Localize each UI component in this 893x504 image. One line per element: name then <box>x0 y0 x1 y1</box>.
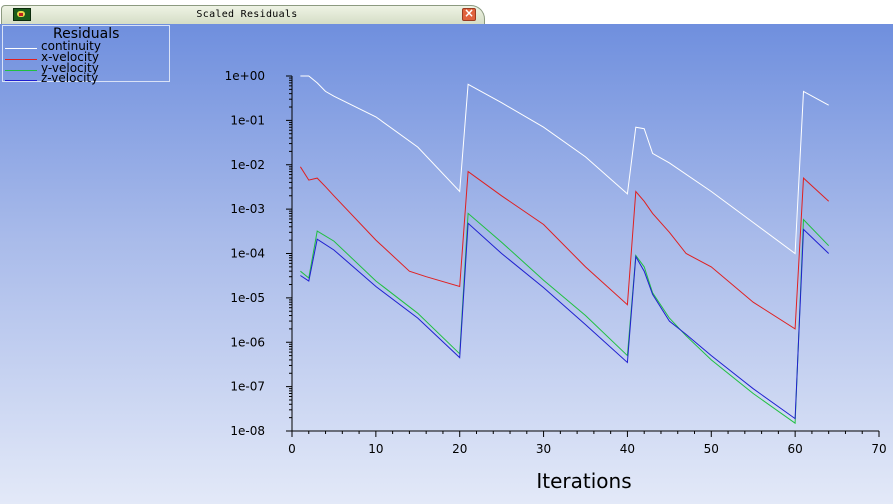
legend-label-continuity: continuity <box>41 39 101 53</box>
y-tick-label-4: 1e-04 <box>230 247 265 261</box>
x-tick-label-6: 60 <box>788 442 803 456</box>
y-tick-label-6: 1e-06 <box>230 335 265 349</box>
legend-label-x-velocity: x-velocity <box>41 50 100 64</box>
window-title-tab[interactable]: Scaled Residuals × <box>1 5 485 24</box>
y-tick-label-8: 1e-08 <box>230 424 265 438</box>
legend-item-z-velocity: z-velocity <box>5 71 165 85</box>
legend-swatch-x-velocity <box>5 59 37 60</box>
x-tick-label-1: 10 <box>368 442 383 456</box>
x-tick-label-0: 0 <box>288 442 296 456</box>
x-tick-label-2: 20 <box>452 442 467 456</box>
x-tick-label-7: 70 <box>871 442 886 456</box>
y-tick-label-5: 1e-05 <box>230 291 265 305</box>
plot-area: 1e+00 1e-01 1e-02 1e-03 1e-04 1e-05 1e-06 1e-07… <box>0 24 893 504</box>
window-title: Scaled Residuals <box>196 9 298 20</box>
legend-item-continuity: continuity <box>5 39 165 53</box>
legend-swatch-y-velocity <box>5 70 37 71</box>
legend-swatch-continuity <box>5 48 37 49</box>
legend-swatch-z-velocity <box>5 80 37 81</box>
legend-title: Residuals <box>53 26 120 42</box>
legend-label-z-velocity: z-velocity <box>41 71 99 85</box>
x-tick-label-5: 50 <box>704 442 719 456</box>
series-line-z-velocity <box>300 222 830 420</box>
series-lines <box>299 75 830 425</box>
axes: 1e+00 1e-01 1e-02 1e-03 1e-04 1e-05 1e-06 1e-07… <box>225 69 887 456</box>
y-tick-label-3: 1e-03 <box>230 202 265 216</box>
window-tab-strip: Scaled Residuals × <box>0 0 893 24</box>
y-tick-label-1: 1e-01 <box>230 113 265 127</box>
y-tick-label-0: 1e+00 <box>225 69 265 83</box>
legend: Residuals continuity x-velocity y-veloci… <box>2 25 170 85</box>
series-line-x-velocity <box>299 166 830 330</box>
x-tick-label-3: 30 <box>536 442 551 456</box>
close-button[interactable]: × <box>462 6 476 21</box>
legend-label-y-velocity: y-velocity <box>41 61 99 75</box>
x-axis-label: Iterations <box>536 469 631 493</box>
app-icon <box>13 8 31 21</box>
x-tick-label-4: 40 <box>620 442 635 456</box>
legend-item-x-velocity: x-velocity <box>5 50 165 64</box>
residuals-chart: 1e+00 1e-01 1e-02 1e-03 1e-04 1e-05 1e-06 1e-07… <box>225 69 887 493</box>
y-tick-label-2: 1e-02 <box>230 158 265 172</box>
series-line-continuity <box>300 75 829 255</box>
close-icon: × <box>463 6 475 20</box>
series-line-y-velocity <box>300 212 830 425</box>
legend-item-y-velocity: y-velocity <box>5 61 165 75</box>
y-tick-label-7: 1e-07 <box>230 380 265 394</box>
